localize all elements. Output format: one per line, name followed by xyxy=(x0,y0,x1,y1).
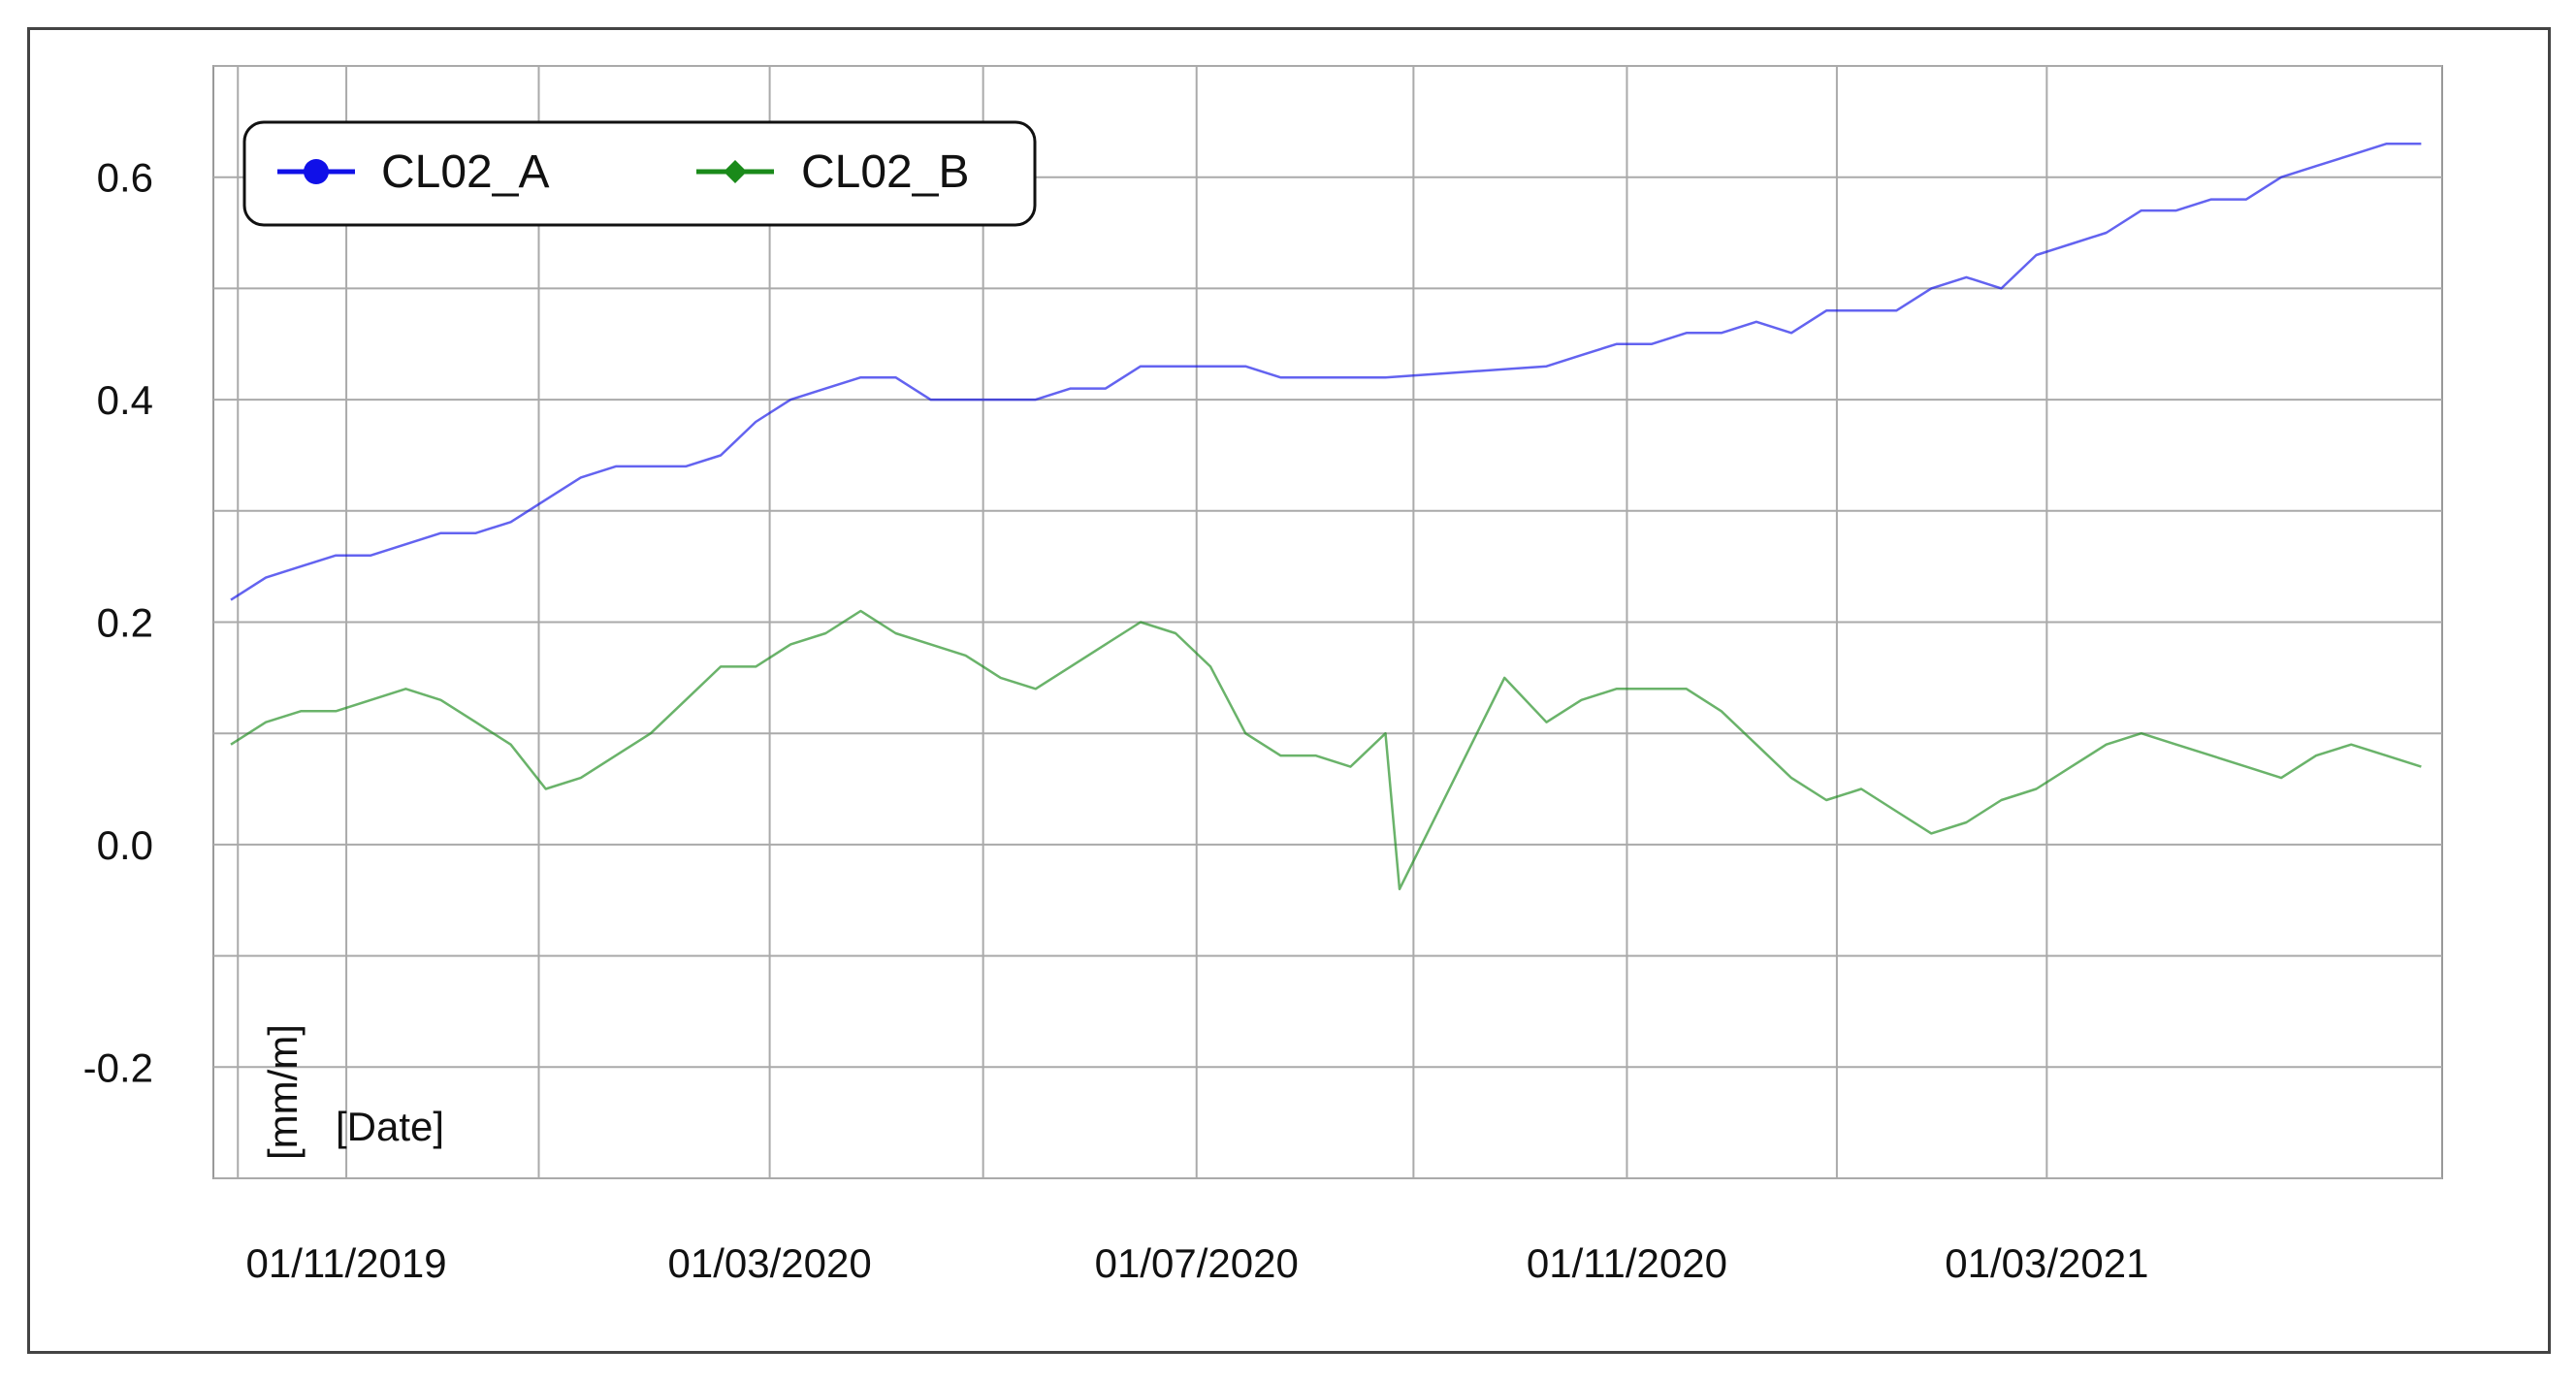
legend: CL02_A CL02_B xyxy=(242,120,1037,227)
y-tick-label: 0.6 xyxy=(97,155,153,201)
legend-label-cl02-b: CL02_B xyxy=(801,146,969,198)
legend-box xyxy=(242,120,1037,227)
y-tick-label: 0.4 xyxy=(97,377,153,423)
legend-marker-cl02-a xyxy=(304,159,329,184)
y-tick-label: 0.0 xyxy=(97,822,153,868)
series-line-cl02-b xyxy=(230,609,2422,891)
series-line-cl02-a xyxy=(230,143,2422,601)
series-layer xyxy=(230,143,2422,891)
x-tick-label: 01/03/2020 xyxy=(667,1240,871,1286)
x-tick-label: 01/11/2019 xyxy=(246,1240,447,1286)
x-tick-label: 01/07/2020 xyxy=(1095,1240,1299,1286)
y-tick-label: -0.2 xyxy=(83,1044,153,1090)
y-gridlines xyxy=(213,65,2442,1179)
y-tick-labels: -0.2 0.0 0.2 0.4 0.6 xyxy=(83,155,153,1091)
x-tick-labels: 01/11/2019 01/03/2020 01/07/2020 01/11/2020… xyxy=(246,1240,2149,1286)
x-axis-label: [Date] xyxy=(336,1104,444,1149)
y-axis-label: [mm/m] xyxy=(260,1024,306,1160)
x-tick-label: 01/11/2020 xyxy=(1527,1240,1727,1286)
x-tick-label: 01/03/2021 xyxy=(1945,1240,2148,1286)
y-tick-label: 0.2 xyxy=(97,600,153,646)
legend-label-cl02-a: CL02_A xyxy=(381,146,549,198)
legend-marker-cl02-b xyxy=(724,160,747,183)
